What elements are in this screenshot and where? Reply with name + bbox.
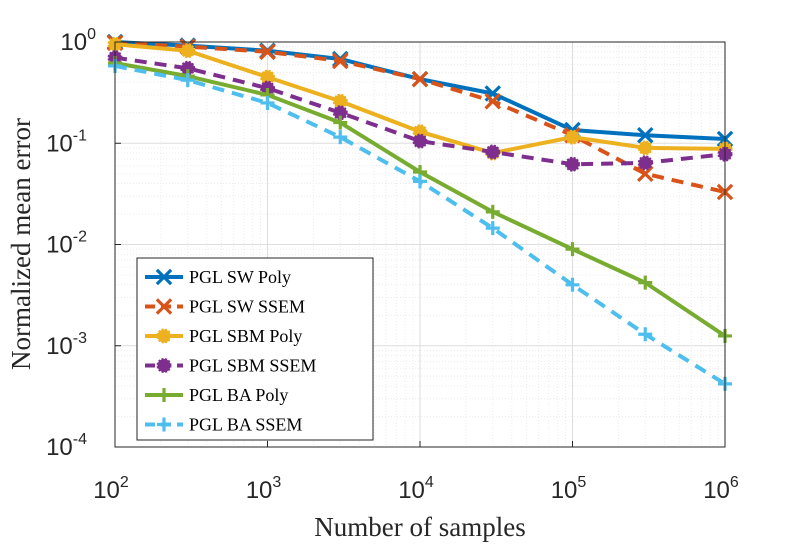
legend-marker — [156, 358, 172, 373]
data-point — [565, 156, 580, 172]
y-tick-label: 10-1 — [46, 127, 87, 157]
x-tick-label: 103 — [246, 474, 282, 504]
ticks: 102 103 104 105 106 100 10-1 10-2 10-3 10-4 — [46, 26, 739, 504]
data-point — [485, 221, 500, 236]
legend-label: PGL SBM Poly — [189, 326, 302, 346]
data-point — [333, 130, 348, 145]
data-point — [333, 115, 348, 130]
series-line — [114, 55, 726, 167]
legend-marker — [155, 298, 173, 315]
series-pgl-ba-poly — [108, 56, 732, 343]
data-point — [180, 43, 196, 59]
data-point — [637, 155, 653, 171]
data-point — [260, 95, 275, 110]
legend-marker — [157, 388, 171, 402]
y-tick-label: 100 — [60, 26, 96, 56]
data-point — [636, 165, 654, 182]
data-point — [565, 277, 580, 292]
legend-marker — [155, 268, 173, 286]
y-tick-label: 10-3 — [46, 330, 87, 360]
series-layer — [106, 33, 734, 391]
data-point — [331, 52, 349, 70]
x-tick-label: 106 — [703, 474, 739, 504]
legend-item: PGL BA Poly — [145, 385, 288, 405]
data-point — [637, 140, 653, 156]
data-point — [484, 92, 502, 110]
data-point — [260, 69, 275, 85]
legend-marker — [157, 417, 171, 432]
data-point — [411, 70, 429, 88]
data-point — [638, 275, 653, 290]
legend-item: PGL SBM SSEM — [145, 356, 316, 376]
legend-item: PGL SBM Poly — [145, 326, 302, 346]
x-tick-label: 102 — [93, 474, 129, 504]
data-point — [485, 144, 501, 160]
x-axis-label: Number of samples — [314, 512, 525, 542]
data-point — [180, 73, 195, 88]
legend-box — [136, 257, 374, 441]
data-point — [565, 129, 580, 145]
data-point — [565, 242, 580, 257]
y-tick-label: 10-2 — [46, 229, 87, 259]
data-point — [412, 133, 428, 149]
legend-item: PGL SW Poly — [145, 267, 291, 287]
legend-label: PGL SW Poly — [189, 267, 291, 287]
data-point — [180, 60, 196, 76]
legend-item: PGL BA SSEM — [145, 415, 302, 435]
legend-marker — [156, 328, 172, 344]
data-point — [413, 174, 427, 189]
x-tick-label: 104 — [398, 474, 434, 504]
legend: PGL SW Poly PGL SW SSEM PGL SBM Poly PGL SB… — [136, 257, 374, 441]
data-point — [332, 105, 348, 121]
y-tick-label: 10-4 — [46, 431, 87, 461]
data-point — [638, 327, 653, 342]
legend-label: PGL BA SSEM — [189, 415, 302, 435]
legend-label: PGL SW SSEM — [189, 297, 305, 317]
legend-label: PGL SBM SSEM — [189, 356, 316, 376]
data-point — [332, 93, 348, 109]
x-tick-label: 105 — [551, 474, 587, 504]
data-point — [259, 43, 276, 61]
legend-label: PGL BA Poly — [189, 385, 288, 405]
y-axis-label: Normalized mean error — [6, 118, 36, 370]
data-point — [636, 126, 654, 144]
legend-item: PGL SW SSEM — [145, 297, 305, 317]
data-point — [485, 204, 500, 219]
